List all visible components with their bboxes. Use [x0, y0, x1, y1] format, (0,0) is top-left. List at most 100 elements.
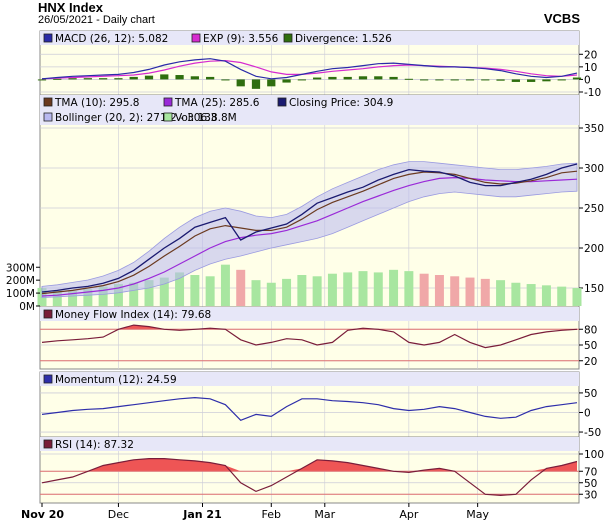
legend-swatch	[191, 33, 201, 43]
volume-bar	[144, 280, 154, 306]
volume-bar	[297, 275, 307, 306]
volume-bar	[358, 271, 368, 306]
volume-bar	[98, 286, 108, 306]
rsi-ytick-label: 70	[584, 466, 597, 478]
divergence-bar	[450, 79, 459, 81]
divergence-bar	[37, 79, 47, 81]
legend-swatch	[43, 97, 53, 107]
price-ytick-label: 250	[584, 203, 604, 215]
volume-bar	[282, 278, 292, 306]
volume-bar	[343, 272, 353, 306]
vol-tick-label: 300M	[6, 262, 35, 274]
divergence-bar	[160, 74, 169, 80]
legend-swatch	[163, 97, 173, 107]
volume-bar	[312, 276, 322, 306]
divergence-bar	[420, 79, 429, 81]
macd-ytick-label: 10	[584, 62, 597, 74]
divergence-bar	[496, 79, 505, 81]
divergence-bar	[267, 79, 276, 87]
chart-subtitle: 26/05/2021 - Daily chart	[38, 14, 155, 26]
momentum-panel: 50 0 -50 Momentum (12): 24.59	[39, 371, 601, 439]
divergence-bar	[236, 79, 245, 87]
divergence-bar	[190, 76, 199, 80]
divergence-bar	[206, 76, 215, 80]
momentum-line	[41, 396, 578, 422]
legend-entry: Money Flow Index (14): 79.68	[55, 309, 211, 321]
volume-bar	[450, 276, 460, 306]
mfi-line	[41, 324, 578, 349]
volume-bar	[526, 284, 536, 306]
brand-label: VCBS	[543, 11, 580, 26]
volume-bar	[404, 271, 414, 306]
x-tick-label: May	[466, 508, 489, 521]
momentum-ytick-label: 50	[584, 388, 597, 400]
legend-swatch	[43, 33, 53, 43]
volume-bar	[68, 291, 78, 306]
rsi-line	[41, 458, 578, 497]
volume-bar	[83, 289, 93, 306]
volume-bar	[327, 273, 337, 306]
divergence-bar	[83, 78, 92, 80]
legend-entry: Vol: 138.8M	[175, 112, 237, 124]
volume-bar	[465, 277, 475, 306]
mfi-panel: 80 50 20 Money Flow Index (14): 79.68	[39, 306, 597, 370]
macd-ytick-label: 20	[584, 49, 597, 61]
macd-ytick-label: 0	[584, 74, 591, 86]
divergence-bar	[343, 76, 352, 80]
divergence-bar	[221, 79, 230, 81]
legend-entry: TMA (10): 295.8	[54, 97, 139, 109]
x-tick-label: Apr	[399, 508, 419, 521]
legend-swatch	[163, 112, 173, 122]
volume-bar	[220, 264, 230, 306]
legend-entry: MACD (26, 12): 5.082	[55, 33, 168, 45]
divergence-bar	[114, 78, 123, 80]
tma25-line	[41, 176, 578, 297]
x-tick-label: Jan 21	[182, 508, 221, 521]
divergence-bar	[282, 79, 291, 83]
price-ytick-label: 300	[584, 163, 604, 175]
volume-bar	[159, 277, 169, 306]
divergence-bar	[435, 79, 444, 81]
divergence-bar	[328, 76, 337, 80]
volume-bar	[434, 275, 444, 306]
macd-ytick-label: -10	[584, 87, 601, 99]
divergence-bar	[542, 79, 551, 82]
rsi-ytick-label: 100	[584, 449, 604, 461]
x-tick-label: Mar	[314, 508, 335, 521]
legend-entry: EXP (9): 3.556	[203, 33, 279, 45]
divergence-bar	[481, 79, 490, 81]
volume-bar	[266, 282, 276, 306]
divergence-bar	[297, 79, 306, 81]
rsi-ytick-label: 50	[584, 478, 597, 490]
legend-swatch	[283, 33, 293, 43]
legend-entry: RSI (14): 87.32	[55, 439, 134, 451]
volume-bar	[52, 290, 62, 306]
volume-bar	[557, 286, 567, 306]
divergence-bar	[358, 76, 368, 80]
momentum-legend-bar	[40, 372, 579, 386]
volume-bar	[373, 272, 383, 306]
momentum-ytick-label: -50	[584, 427, 601, 439]
divergence-bar	[99, 78, 108, 80]
divergence-bar	[465, 79, 475, 81]
volume-bar	[205, 276, 215, 306]
volume-bar	[113, 284, 123, 306]
x-tick-label: Feb	[262, 508, 281, 521]
volume-bar	[572, 288, 582, 306]
divergence-bar	[374, 76, 383, 80]
divergence-bar	[389, 76, 398, 80]
legend-entry: Bollinger (20, 2): 271.2 - 306.3	[55, 112, 217, 124]
volume-bar	[251, 280, 261, 306]
price-ytick-label: 150	[584, 283, 604, 295]
volume-bar	[419, 273, 429, 306]
tma10-line	[41, 170, 578, 295]
x-tick-label: Dec	[108, 508, 129, 521]
divergence-bar	[129, 76, 138, 80]
closing-price-line	[41, 163, 578, 293]
volume-bar	[511, 282, 521, 306]
legend-entry: Momentum (12): 24.59	[55, 374, 177, 386]
divergence-bar	[175, 75, 184, 80]
